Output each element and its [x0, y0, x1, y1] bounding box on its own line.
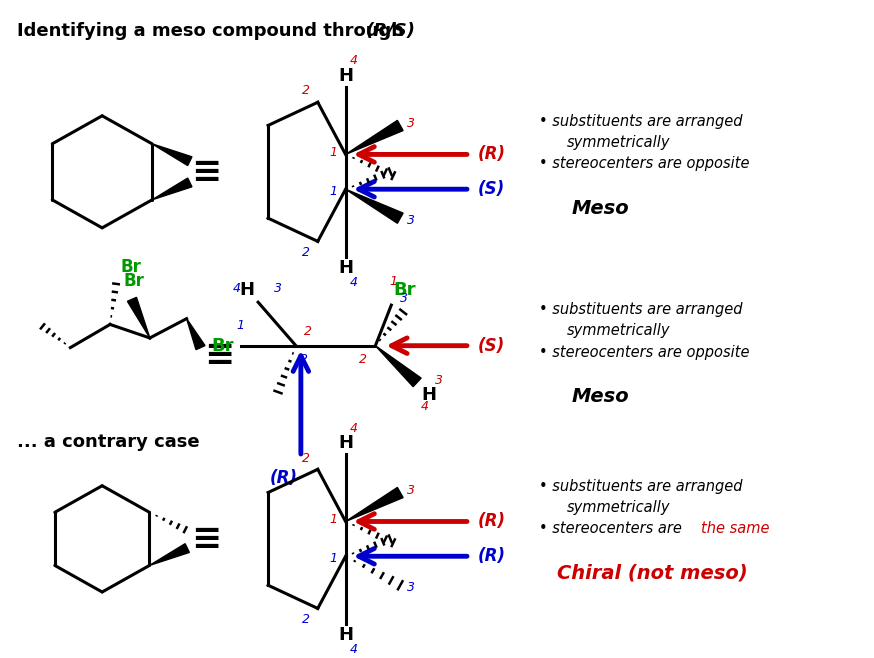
Text: (R/S): (R/S)	[365, 22, 415, 40]
Text: 2: 2	[304, 325, 312, 338]
Text: 4: 4	[350, 422, 357, 434]
Text: 1: 1	[329, 551, 337, 565]
Text: (S): (S)	[478, 337, 505, 355]
Text: 1: 1	[329, 185, 337, 197]
Text: 3: 3	[400, 292, 408, 305]
Text: • stereocenters are opposite: • stereocenters are opposite	[539, 345, 750, 360]
Text: symmetrically: symmetrically	[567, 324, 670, 338]
Text: H: H	[338, 259, 353, 277]
Text: Meso: Meso	[571, 199, 628, 218]
Text: 4: 4	[350, 644, 357, 656]
Text: • substituents are arranged: • substituents are arranged	[539, 114, 743, 129]
Text: (R): (R)	[270, 469, 298, 488]
Text: 2: 2	[302, 451, 309, 465]
Text: 4: 4	[233, 282, 241, 295]
Text: 1: 1	[389, 275, 398, 288]
Text: Br: Br	[123, 272, 144, 290]
Text: (S): (S)	[478, 180, 505, 198]
Text: ... a contrary case: ... a contrary case	[17, 432, 199, 451]
Text: H: H	[239, 282, 254, 299]
Text: 3: 3	[407, 117, 415, 130]
Text: 1: 1	[329, 513, 337, 526]
Text: (R): (R)	[478, 513, 506, 530]
Polygon shape	[187, 318, 205, 349]
Text: 2: 2	[302, 613, 309, 626]
Text: 2: 2	[302, 84, 309, 97]
Text: H: H	[338, 434, 353, 452]
Text: • substituents are arranged: • substituents are arranged	[539, 479, 743, 494]
Polygon shape	[376, 345, 421, 387]
Text: Br: Br	[120, 258, 141, 276]
Text: 3: 3	[435, 374, 443, 387]
Text: H: H	[338, 626, 353, 644]
Text: 3: 3	[407, 484, 415, 497]
Text: ≡: ≡	[205, 338, 234, 372]
Polygon shape	[345, 120, 403, 155]
Text: 4: 4	[350, 276, 357, 289]
Text: symmetrically: symmetrically	[567, 135, 670, 150]
Text: Chiral (not meso): Chiral (not meso)	[558, 564, 748, 583]
Text: 3: 3	[274, 282, 282, 295]
Text: 2: 2	[359, 353, 367, 367]
Text: 1: 1	[329, 146, 337, 159]
Polygon shape	[152, 178, 192, 200]
Polygon shape	[128, 297, 149, 338]
Text: 4: 4	[421, 400, 429, 413]
Text: • stereocenters are: • stereocenters are	[539, 522, 687, 536]
Text: the same: the same	[701, 522, 770, 536]
Text: (R): (R)	[478, 547, 506, 565]
Text: Identifying a meso compound through: Identifying a meso compound through	[17, 22, 410, 40]
Text: Meso: Meso	[571, 387, 628, 406]
Text: ≡: ≡	[191, 522, 222, 556]
Polygon shape	[149, 544, 190, 565]
Text: 3: 3	[407, 580, 415, 594]
Text: • stereocenters are opposite: • stereocenters are opposite	[539, 157, 750, 171]
Text: 4: 4	[350, 55, 357, 68]
Text: 3: 3	[407, 214, 415, 226]
Polygon shape	[345, 488, 403, 522]
Text: Br: Br	[393, 282, 416, 299]
Polygon shape	[345, 190, 403, 223]
Text: ≡: ≡	[191, 155, 222, 189]
Text: • substituents are arranged: • substituents are arranged	[539, 302, 743, 317]
Text: (R): (R)	[478, 145, 506, 163]
Text: Br: Br	[212, 337, 234, 355]
Text: 2: 2	[300, 353, 308, 367]
Text: H: H	[421, 386, 436, 404]
Text: symmetrically: symmetrically	[567, 500, 670, 515]
Polygon shape	[152, 144, 192, 166]
Text: 2: 2	[302, 246, 309, 259]
Text: H: H	[338, 67, 353, 85]
Text: 1: 1	[236, 319, 244, 332]
